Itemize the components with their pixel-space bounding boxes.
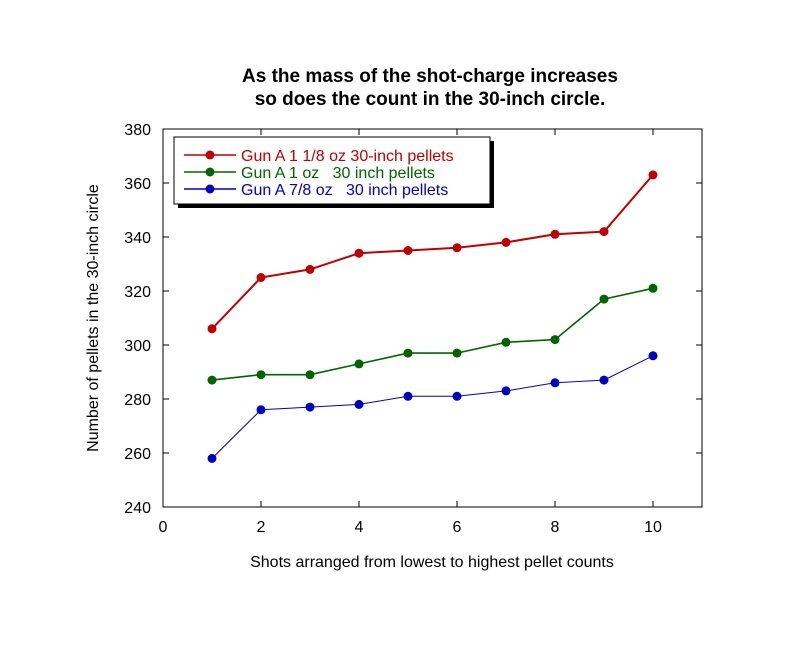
data-point: [648, 351, 658, 361]
legend-label: Gun A 7/8 oz 30 inch pellets: [241, 182, 448, 199]
data-point: [256, 273, 266, 282]
data-point: [452, 348, 462, 358]
data-point: [256, 370, 266, 380]
x-axis: 0 2 4 6 8 10: [159, 129, 662, 536]
series-2: [207, 283, 658, 385]
x-tick-label: 10: [644, 519, 662, 536]
chart-title-line-2: so does the count in the 30-inch circle.: [255, 89, 606, 110]
data-point: [256, 405, 266, 415]
data-point: [207, 324, 217, 334]
y-tick-label: 360: [124, 176, 151, 193]
legend-marker: [205, 167, 215, 177]
y-tick-label: 320: [124, 284, 151, 301]
data-point: [403, 246, 413, 255]
y-axis-label: Number of pellets in the 30-inch circle: [85, 184, 102, 452]
data-point: [648, 283, 658, 293]
data-point: [599, 227, 609, 237]
data-point: [452, 391, 462, 401]
chart-title-line-1: As the mass of the shot-charge increases: [242, 66, 618, 87]
data-point: [354, 248, 364, 258]
series-line: [211, 355, 654, 459]
data-point: [648, 170, 658, 180]
legend-marker: [205, 150, 215, 160]
y-tick-label: 260: [124, 446, 151, 463]
x-tick-label: 0: [159, 519, 168, 536]
y-tick-label: 240: [124, 500, 151, 517]
data-point: [305, 402, 315, 412]
data-point: [501, 237, 511, 247]
legend-label: Gun A 1 oz 30 inch pellets: [241, 165, 435, 182]
x-tick-label: 8: [551, 519, 560, 536]
data-point: [501, 337, 511, 347]
x-axis-label: Shots arranged from lowest to highest pe…: [250, 554, 614, 571]
data-point: [599, 375, 609, 385]
x-tick-label: 6: [453, 519, 462, 536]
data-point: [305, 370, 315, 380]
legend-marker: [205, 184, 215, 194]
y-tick-label: 340: [124, 230, 151, 247]
data-point: [207, 375, 217, 385]
legend-label: Gun A 1 1/8 oz 30-inch pellets: [241, 148, 454, 165]
data-point: [550, 378, 560, 388]
data-point: [207, 453, 217, 463]
data-point: [599, 294, 609, 304]
data-point: [354, 399, 364, 409]
data-point: [403, 391, 413, 401]
data-point: [452, 243, 462, 253]
data-point: [354, 359, 364, 369]
plot-area: [162, 128, 703, 508]
series-line: [211, 174, 654, 330]
y-tick-label: 300: [124, 338, 151, 355]
series-1: [207, 170, 658, 334]
data-point: [501, 386, 511, 396]
data-point: [305, 264, 315, 274]
y-tick-label: 380: [124, 122, 151, 139]
data-point: [550, 229, 560, 239]
x-tick-label: 2: [257, 519, 266, 536]
data-point: [550, 335, 560, 345]
series-3: [207, 351, 658, 463]
x-tick-label: 4: [355, 519, 364, 536]
series-layer: [207, 170, 658, 463]
y-tick-label: 280: [124, 392, 151, 409]
legend-box: [173, 136, 491, 205]
data-point: [403, 348, 413, 358]
series-line: [211, 287, 654, 381]
y-axis: 240 260 280 300 320 340 360 380: [124, 122, 702, 517]
